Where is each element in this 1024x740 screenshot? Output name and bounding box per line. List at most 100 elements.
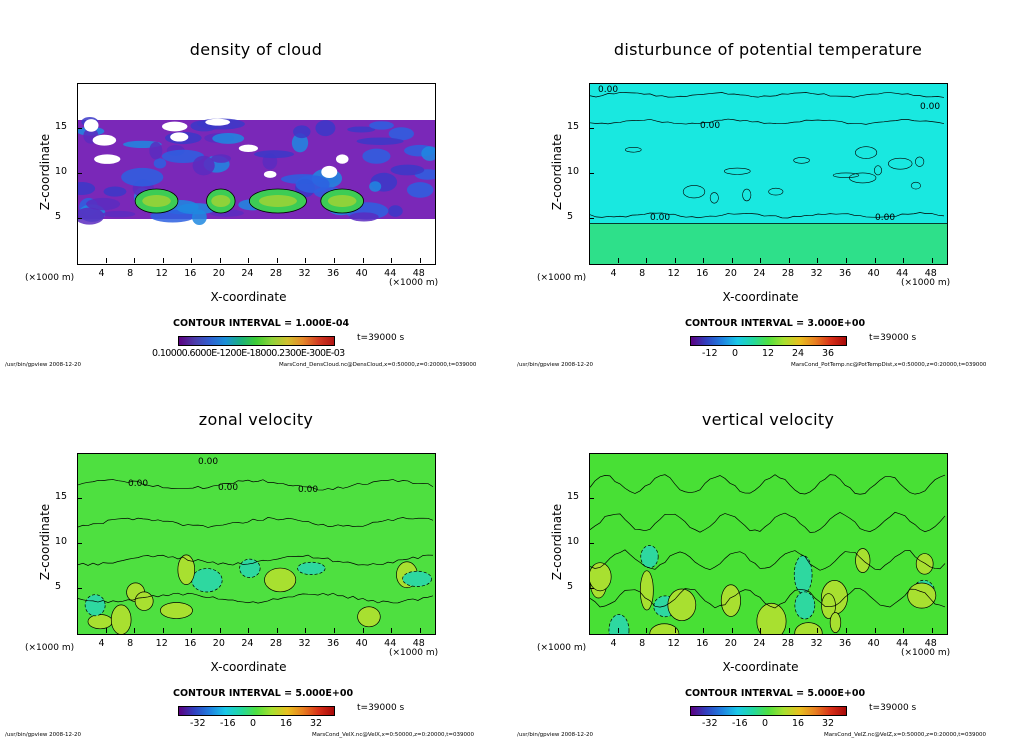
y-tick-mark (77, 543, 82, 544)
y-axis-label: Z-coordinate (38, 133, 52, 211)
cloud-patch (211, 154, 231, 163)
colorbar-tick-label: 36 (822, 348, 835, 359)
positive-cell (915, 553, 934, 575)
chart-title: zonal velocity (198, 410, 314, 429)
x-axis-label: X-coordinate (210, 290, 287, 304)
contour-line (590, 212, 945, 219)
x-tick-label: 12 (667, 638, 680, 649)
positive-cell (667, 588, 697, 622)
x-tick-mark (248, 258, 250, 263)
cloud-core-inner (142, 195, 171, 207)
colorbar (178, 706, 335, 716)
contour-closed (793, 157, 810, 164)
x-tick-mark (105, 628, 107, 633)
x-tick-mark (391, 628, 393, 633)
colorbar-tick-label: 0 (250, 718, 257, 729)
x-tick-label: 36 (839, 268, 852, 279)
contour-closed (625, 147, 642, 153)
x-tick-mark (334, 628, 336, 633)
positive-cell (357, 606, 381, 628)
cloud-patch (421, 146, 435, 161)
cloud-patch (362, 148, 391, 164)
x-tick-label: 16 (696, 268, 709, 279)
x-tick-mark (903, 258, 905, 263)
negative-cell (793, 555, 813, 595)
x-tick-mark (760, 628, 762, 633)
positive-cell (159, 602, 193, 619)
cloud-gap (162, 121, 188, 132)
time-label: t=39000 s (869, 333, 917, 343)
x-tick-label: 20 (212, 268, 225, 279)
x-tick-mark (788, 628, 790, 633)
y-tick-mark (77, 498, 82, 499)
x-tick-label: 48 (924, 268, 937, 279)
positive-cell (649, 623, 680, 634)
negative-cell (608, 614, 630, 634)
y-tick-label: 5 (55, 581, 62, 592)
x-tick-label: 28 (269, 638, 282, 649)
x-axis-label: X-coordinate (210, 660, 287, 674)
y-tick-mark (589, 173, 594, 174)
negative-cell (239, 558, 261, 578)
time-label: t=39000 s (357, 703, 405, 713)
colorbar-tick-label: 0 (762, 718, 769, 729)
y-tick-label: 15 (55, 491, 68, 502)
contour-interval: CONTOUR INTERVAL = 3.000E+00 (685, 318, 866, 329)
x-tick-label: 44 (384, 268, 397, 279)
cloud-patch (86, 197, 121, 211)
x-unit-left: (×1000 m) (537, 643, 587, 653)
x-tick-mark (276, 628, 278, 633)
negative-cell (640, 545, 659, 569)
y-tick-mark (77, 128, 82, 129)
time-label: t=39000 s (357, 333, 405, 343)
cloud-patch (349, 212, 379, 222)
x-tick-label: 4 (98, 638, 105, 649)
footer-left: /usr/bin/gpview 2008-12-20 (517, 732, 594, 738)
x-tick-mark (703, 258, 705, 263)
x-tick-mark (276, 258, 278, 263)
x-tick-mark (219, 258, 221, 263)
x-tick-label: 20 (724, 638, 737, 649)
contour-label: 0.00 (218, 483, 238, 493)
x-tick-label: 8 (127, 638, 134, 649)
cloud-patch (102, 210, 136, 218)
x-tick-label: 32 (810, 268, 823, 279)
x-tick-label: 36 (327, 268, 340, 279)
x-tick-label: 40 (355, 268, 368, 279)
cloud-core-inner (258, 195, 297, 207)
panel-zonal-velocity: zonal velocity 0.00 0.00 0.00 0.00 5 10 15 4 8 12 1… (0, 370, 512, 740)
y-tick-label: 10 (55, 166, 68, 177)
contour-line (590, 474, 946, 495)
colorbar (178, 336, 335, 346)
x-tick-label: 16 (184, 268, 197, 279)
contour-label: 0.00 (650, 213, 670, 223)
x-tick-mark (817, 258, 819, 263)
cloud-patch (254, 150, 295, 159)
x-axis-label: X-coordinate (722, 290, 799, 304)
colorbar-tick-label: 24 (792, 348, 805, 359)
colorbar-tick-label: 32 (310, 718, 323, 729)
x-tick-label: 24 (753, 638, 766, 649)
x-tick-mark (874, 258, 876, 263)
positive-cell (177, 554, 196, 585)
x-tick-label: 40 (355, 638, 368, 649)
x-tick-mark (362, 628, 364, 633)
colorbar-tick-label: 12 (762, 348, 775, 359)
x-tick-mark (731, 628, 733, 633)
contour-closed (848, 172, 877, 184)
colorbar (690, 706, 847, 716)
contour-label: 0.00 (298, 485, 318, 495)
contour-line (590, 549, 946, 571)
x-tick-label: 12 (667, 268, 680, 279)
x-tick-mark (674, 628, 676, 633)
x-tick-mark (419, 628, 421, 633)
contour-closed (915, 156, 925, 167)
y-tick-mark (77, 588, 82, 589)
cloud-core-inner (327, 195, 357, 207)
x-tick-mark (846, 628, 848, 633)
contour-label: 0.00 (128, 479, 148, 489)
colorbar-tick-label: 0 (732, 348, 739, 359)
x-tick-mark (248, 628, 250, 633)
x-tick-label: 36 (839, 638, 852, 649)
positive-cell (639, 570, 654, 611)
